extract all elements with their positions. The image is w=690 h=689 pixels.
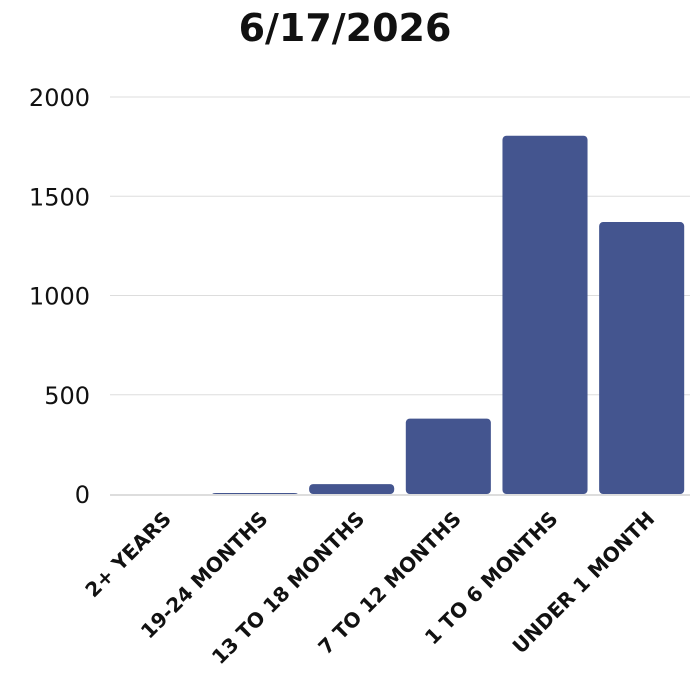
- x-tick-label: 2+ YEARS: [80, 507, 176, 603]
- gridlines: [110, 96, 690, 396]
- bar-7-to-12-months: [405, 418, 491, 494]
- y-tick-label: 2000: [29, 84, 90, 112]
- y-tick-label: 1000: [29, 283, 90, 311]
- y-tick-label: 500: [44, 382, 90, 410]
- bar-19-24-months: [212, 493, 298, 494]
- bar-13-to-18-months: [309, 484, 395, 494]
- y-tick-label: 1500: [29, 183, 90, 211]
- bar-1-to-6-months: [502, 135, 588, 494]
- y-tick-label: 0: [75, 481, 90, 509]
- chart-title: 6/17/2026: [238, 6, 452, 50]
- y-axis-ticks: 0 500 1000 1500 2000: [29, 84, 90, 509]
- bar-under-1-month: [599, 222, 685, 494]
- bars: [212, 135, 685, 494]
